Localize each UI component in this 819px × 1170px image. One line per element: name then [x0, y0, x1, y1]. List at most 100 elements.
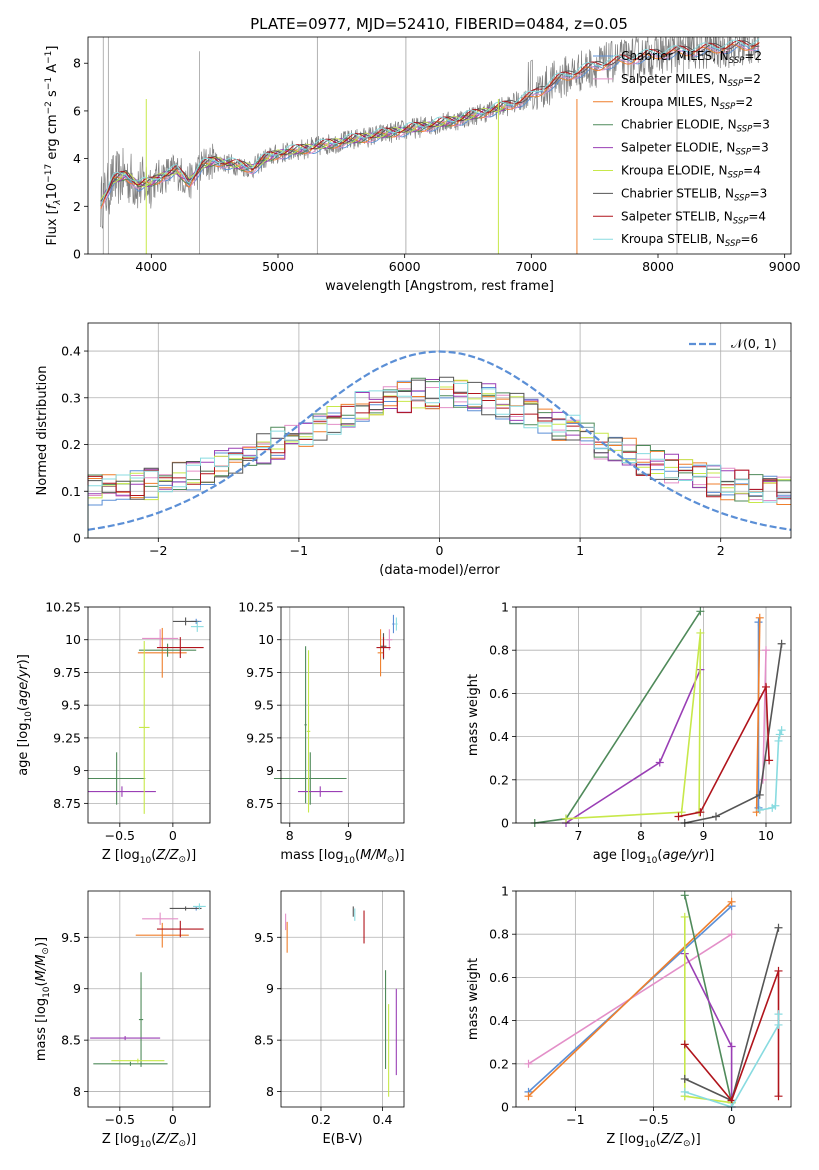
label-part: =3 — [751, 141, 769, 155]
x-tick-label: 8 — [637, 828, 645, 843]
y-tick-label: 0.6 — [489, 686, 509, 701]
legend-label: Kroupa ELODIE, NSSP=4 — [621, 164, 761, 181]
y-tick-label: 9.25 — [53, 730, 81, 745]
label-part: ( — [16, 706, 31, 711]
panel-massweight_vs_Z: −1 −0.5 0 0 0.2 0.4 0.6 0.8 1 Z [log10(Z/Z⊙)] mass… — [466, 884, 792, 1150]
y-tick-label: 0.2 — [489, 772, 509, 787]
label-part: )] — [186, 1132, 196, 1147]
label-part: SSP — [729, 56, 745, 66]
label-part: SSP — [733, 216, 749, 226]
x-tick-label: 0 — [169, 828, 177, 843]
label-part: 10 — [344, 856, 356, 866]
y-tick-label: 0.2 — [61, 437, 81, 452]
weight-marker-salpeter_miles — [762, 646, 770, 655]
x-axis-label: Z [log10(Z/Z⊙)] — [102, 848, 196, 866]
weight-marker-salpeter_miles — [727, 930, 736, 939]
y-tick-label: 0.8 — [489, 927, 509, 942]
y-tick-label: 0.6 — [489, 970, 509, 985]
label-part: Kroupa ELODIE, N — [621, 164, 728, 178]
weight-line-salpeter_elodie — [565, 669, 702, 824]
weight-line-salpeter_miles — [762, 650, 767, 780]
label-part: )] — [16, 654, 31, 664]
y-tick-label: 6 — [73, 103, 81, 118]
weight-line-salpeter_stelib — [684, 970, 780, 1103]
label-part: M/M — [34, 955, 49, 982]
y-tick-label: 0.3 — [61, 390, 81, 405]
axes-frame — [87, 890, 211, 1108]
label-part: −1 — [44, 51, 54, 64]
label-part: SSP — [725, 239, 741, 249]
label-part: ⊙ — [683, 1139, 691, 1149]
x-tick-label: 1 — [576, 543, 584, 558]
label-part: SSP — [735, 148, 751, 158]
x-tick-label: 0.2 — [311, 1112, 331, 1127]
panels: 4000 5000 6000 7000 8000 900002468wavelength … — [16, 36, 801, 1150]
legend-label: Salpeter ELODIE, NSSP=3 — [621, 141, 769, 158]
histogram-kroupa_stelib — [87, 381, 791, 538]
label-part: =3 — [750, 186, 768, 200]
weight-line-kroupa_elodie — [565, 632, 702, 820]
x-tick-label: −0.5 — [105, 1112, 135, 1127]
label-part: −17 — [44, 164, 54, 183]
x-axis-label: mass [log10(M/M⊙)] — [280, 848, 404, 866]
y-tick-label: 8 — [266, 1084, 274, 1099]
x-tick-label: 9 — [344, 828, 352, 843]
y-tick-label: 9 — [266, 981, 274, 996]
label-part: mass [log — [34, 998, 49, 1061]
y-tick-label: 9 — [73, 763, 81, 778]
weight-marker-salpeter_stelib — [762, 682, 770, 691]
y-tick-label: 10 — [258, 632, 274, 647]
label-part: )] — [394, 848, 404, 863]
label-part: Z [log — [102, 1132, 140, 1147]
weight-marker-salpeter_stelib — [774, 1092, 783, 1101]
label-part: Salpeter MILES, N — [621, 72, 728, 86]
weight-marker-kroupa_stelib — [755, 806, 764, 815]
label-part: ⊙ — [178, 855, 186, 865]
weight-marker-chabrier_stelib — [755, 790, 764, 799]
y-tick-label: 0.4 — [489, 729, 509, 744]
label-part: λ — [53, 199, 63, 205]
weight-marker-kroupa_stelib — [774, 1020, 783, 1029]
label-part: 10 — [24, 711, 34, 723]
label-part: Z/Z — [660, 1132, 684, 1147]
legend-label: Kroupa STELIB, NSSP=6 — [621, 232, 758, 249]
y-tick-label: 9.5 — [61, 930, 81, 945]
label-part: Chabrier ELODIE, N — [621, 118, 737, 132]
x-tick-label: 7000 — [515, 259, 547, 274]
x-tick-label: 8000 — [642, 259, 674, 274]
weight-marker-chabrier_elodie — [680, 891, 689, 900]
y-tick-label: 9.5 — [254, 930, 274, 945]
weight-marker-kroupa_elodie — [680, 912, 689, 921]
figure-title: PLATE=0977, MJD=52410, FIBERID=0484, z=0… — [250, 15, 628, 33]
label-part: s — [45, 90, 60, 101]
weight-marker-chabrier_miles — [754, 803, 763, 812]
label-part: M/M — [360, 848, 387, 863]
x-axis-label: (data-model)/error — [379, 563, 500, 578]
weight-marker-chabrier_stelib — [680, 1074, 689, 1083]
weight-marker-salpeter_stelib — [696, 808, 705, 817]
label-part: mass [log — [280, 848, 343, 863]
label-part: =4 — [748, 209, 766, 223]
axes-frame — [280, 890, 405, 1108]
y-tick-label: 0.1 — [61, 484, 81, 499]
plot-area — [530, 607, 786, 827]
y-tick-label: 0 — [73, 247, 81, 262]
y-tick-label: 9 — [73, 981, 81, 996]
label-part: 10 — [644, 1140, 656, 1150]
y-tick-label: 8.5 — [254, 1033, 274, 1048]
weight-marker-salpeter_elodie — [727, 1042, 736, 1051]
x-axis-label: Z [log10(Z/Z⊙)] — [102, 1132, 196, 1150]
legend-label: Chabrier MILES, NSSP=2 — [621, 49, 762, 66]
x-tick-label: −2 — [149, 543, 167, 558]
label-part: f — [45, 202, 60, 209]
label-part: Z [log — [102, 848, 140, 863]
label-part: ⊙ — [387, 855, 395, 865]
label-part: )] — [691, 1132, 701, 1147]
label-part: Chabrier MILES, N — [621, 49, 729, 63]
y-tick-label: 1 — [501, 884, 509, 899]
weight-line-salpeter_elodie — [684, 953, 733, 1107]
x-axis-label: Z [log10(Z/Z⊙)] — [606, 1132, 700, 1150]
y-tick-label: 0.8 — [489, 643, 509, 658]
plot-area — [87, 350, 792, 538]
